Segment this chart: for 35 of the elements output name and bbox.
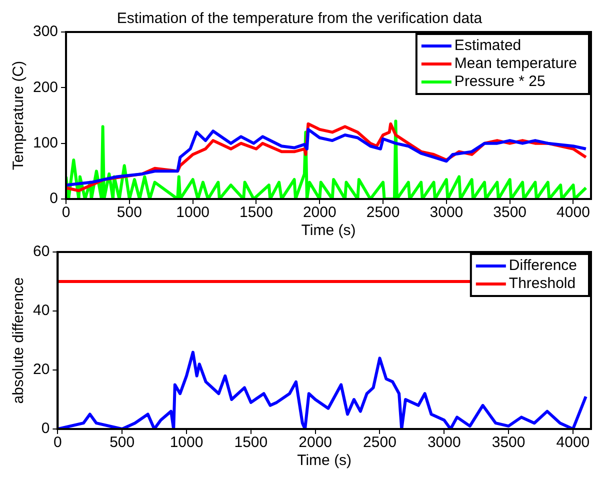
x-tick-label: 500 xyxy=(116,204,142,222)
y-axis-title: absolute difference xyxy=(10,277,28,404)
x-tick-label: 2500 xyxy=(366,204,400,222)
legend-label: Pressure * 25 xyxy=(454,73,546,90)
legend-label: Estimated xyxy=(454,37,522,54)
y-tick-label: 60 xyxy=(32,243,50,260)
y-tick-label: 20 xyxy=(32,361,50,378)
y-tick-label: 300 xyxy=(32,23,58,40)
x-tick-label: 4000 xyxy=(556,434,590,452)
x-tick-label: 1000 xyxy=(176,204,210,222)
x-axis-title: Time (s) xyxy=(297,452,352,470)
chart-title: Estimation of the temperature from the verification data xyxy=(116,10,483,28)
legend-label: Mean temperature xyxy=(454,55,578,72)
x-tick-label: 2000 xyxy=(302,204,336,222)
x-tick-label: 3000 xyxy=(430,204,464,222)
x-tick-label: 1500 xyxy=(240,204,273,222)
x-tick-label: 1500 xyxy=(234,434,268,452)
y-tick-label: 0 xyxy=(41,420,50,438)
x-tick-label: 0 xyxy=(62,204,70,222)
x-tick-label: 3500 xyxy=(493,204,527,222)
y-axis-title: Temperature (C) xyxy=(10,60,28,170)
x-tick-label: 500 xyxy=(110,434,135,452)
y-tick-label: 100 xyxy=(32,134,58,152)
y-tick-label: 40 xyxy=(32,302,50,320)
y-tick-label: 0 xyxy=(50,190,58,208)
x-tick-label: 2500 xyxy=(363,434,396,452)
x-tick-label: 3500 xyxy=(492,434,526,452)
y-tick-label: 200 xyxy=(32,78,58,96)
x-axis-title: Time (s) xyxy=(301,222,356,240)
legend-label: Difference xyxy=(508,257,577,274)
x-tick-label: 4000 xyxy=(556,204,590,222)
legend-label: Threshold xyxy=(508,275,576,292)
x-tick-label: 2000 xyxy=(298,434,332,452)
x-tick-label: 3000 xyxy=(427,434,461,452)
x-tick-label: 1000 xyxy=(170,434,204,452)
